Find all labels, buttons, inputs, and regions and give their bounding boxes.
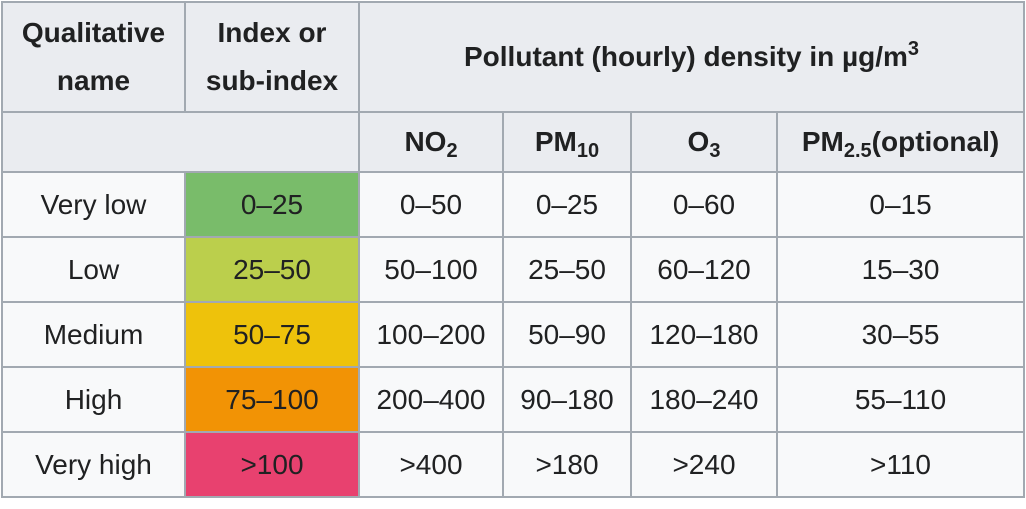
no2-column-header: NO2 bbox=[358, 111, 504, 173]
header-row-pollutants: NO2 PM10 O3 PM2.5(optional) bbox=[1, 111, 1026, 173]
pm25-value-cell: 15–30 bbox=[775, 236, 1026, 303]
no2-label: NO bbox=[404, 126, 447, 157]
no2-subscript: 2 bbox=[446, 140, 458, 162]
index-subindex-header: Index or sub-index bbox=[184, 1, 360, 113]
pm25-value-cell: 55–110 bbox=[775, 366, 1026, 433]
table-row-very-high: Very high >100 >400 >180 >240 >110 bbox=[1, 431, 1026, 498]
pm10-label: PM bbox=[534, 126, 577, 157]
pm10-subscript: 10 bbox=[576, 140, 600, 162]
caqi-table: Qualitative name Index or sub-index Poll… bbox=[1, 1, 1026, 498]
index-range-cell: 25–50 bbox=[184, 236, 360, 303]
index-range-cell: 50–75 bbox=[184, 301, 360, 368]
table-row-high: High 75–100 200–400 90–180 180–240 55–11… bbox=[1, 366, 1026, 433]
no2-value-cell: >400 bbox=[358, 431, 504, 498]
cubed-superscript: 3 bbox=[907, 37, 920, 60]
o3-value-cell: 60–120 bbox=[630, 236, 778, 303]
table-row-very-low: Very low 0–25 0–50 0–25 0–60 0–15 bbox=[1, 171, 1026, 238]
pm25-suffix: (optional) bbox=[871, 126, 1000, 157]
qualitative-cell: Very high bbox=[1, 431, 186, 498]
o3-value-cell: 180–240 bbox=[630, 366, 778, 433]
o3-value-cell: 0–60 bbox=[630, 171, 778, 238]
pm10-value-cell: 90–180 bbox=[502, 366, 632, 433]
o3-column-header: O3 bbox=[630, 111, 778, 173]
qualitative-name-header: Qualitative name bbox=[1, 1, 186, 113]
table-row-medium: Medium 50–75 100–200 50–90 120–180 30–55 bbox=[1, 301, 1026, 368]
no2-value-cell: 200–400 bbox=[358, 366, 504, 433]
no2-value-cell: 100–200 bbox=[358, 301, 504, 368]
o3-label: O bbox=[687, 126, 710, 157]
pm25-column-header: PM2.5(optional) bbox=[775, 111, 1026, 173]
header-row-main: Qualitative name Index or sub-index Poll… bbox=[1, 1, 1026, 113]
no2-value-cell: 0–50 bbox=[358, 171, 504, 238]
pm10-value-cell: 25–50 bbox=[502, 236, 632, 303]
pollutant-density-header: Pollutant (hourly) density in µg/m3 bbox=[357, 1, 1026, 113]
qualitative-cell: High bbox=[1, 366, 186, 433]
o3-subscript: 3 bbox=[709, 140, 721, 162]
pm10-value-cell: 50–90 bbox=[502, 301, 632, 368]
table-row-low: Low 25–50 50–100 25–50 60–120 15–30 bbox=[1, 236, 1026, 303]
qualitative-cell: Medium bbox=[1, 301, 186, 368]
pollutant-density-label: Pollutant (hourly) density in µg/m bbox=[464, 40, 908, 72]
pm25-value-cell: 0–15 bbox=[775, 171, 1026, 238]
pm25-subscript: 2.5 bbox=[843, 140, 872, 162]
pm25-value-cell: 30–55 bbox=[775, 301, 1026, 368]
pm25-value-cell: >110 bbox=[775, 431, 1026, 498]
pm25-label: PM bbox=[801, 126, 844, 157]
index-range-cell: >100 bbox=[184, 431, 360, 498]
empty-header-cell bbox=[1, 111, 360, 173]
qualitative-cell: Very low bbox=[1, 171, 186, 238]
index-range-cell: 0–25 bbox=[184, 171, 360, 238]
pm10-value-cell: 0–25 bbox=[502, 171, 632, 238]
pm10-column-header: PM10 bbox=[502, 111, 632, 173]
o3-value-cell: >240 bbox=[630, 431, 778, 498]
qualitative-cell: Low bbox=[1, 236, 186, 303]
pm10-value-cell: >180 bbox=[502, 431, 632, 498]
no2-value-cell: 50–100 bbox=[358, 236, 504, 303]
index-range-cell: 75–100 bbox=[184, 366, 360, 433]
o3-value-cell: 120–180 bbox=[630, 301, 778, 368]
